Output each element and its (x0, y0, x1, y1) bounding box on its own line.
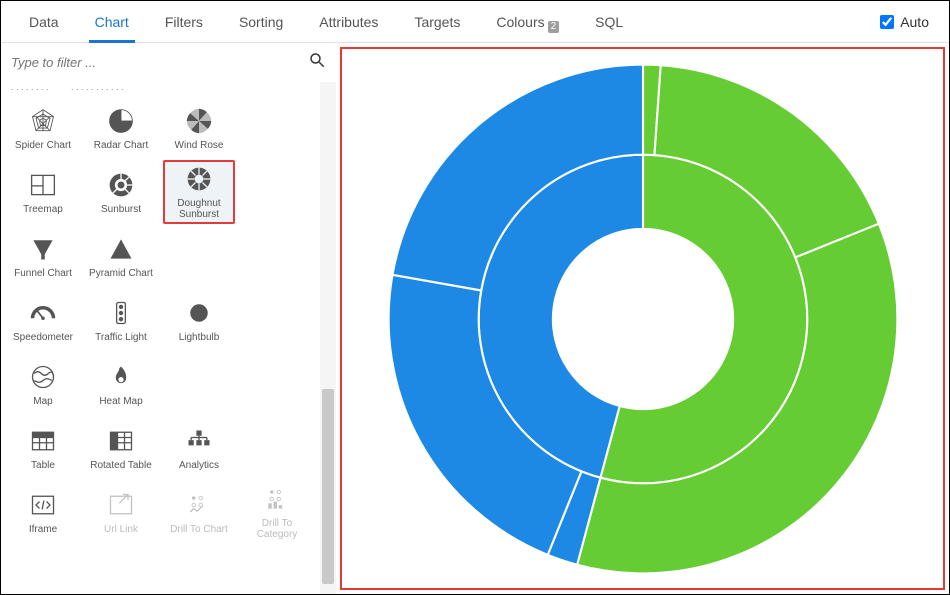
chart-type-analytics[interactable]: Analytics (163, 416, 235, 480)
radar-chart-icon (106, 106, 136, 136)
wind-rose-icon (184, 106, 214, 136)
map-icon (28, 362, 58, 392)
search-icon[interactable] (308, 51, 326, 74)
drill-to-category-icon (262, 484, 292, 514)
chart-type-table[interactable]: Table (7, 416, 79, 480)
tab-filters[interactable]: Filters (147, 1, 221, 42)
tab-label: Filters (165, 14, 203, 30)
chart-type-doughnut-sunburst[interactable]: DoughnutSunburst (163, 160, 235, 224)
chart-type-label: Iframe (29, 524, 57, 535)
tab-colours[interactable]: Colours 2 (478, 1, 577, 42)
tab-label: Sorting (239, 14, 283, 30)
chart-type-label: Funnel Chart (14, 268, 72, 279)
chart-type-label: Traffic Light (95, 332, 147, 343)
truncated-indicator: . . . . . . . . . . . . . . . . . . . (11, 82, 306, 92)
chart-preview-frame (340, 47, 945, 590)
scrollbar[interactable] (320, 82, 336, 594)
tab-label: Chart (95, 14, 129, 30)
chart-type-drill-to-category[interactable]: Drill ToCategory (241, 480, 313, 544)
chart-type-label: Map (33, 396, 52, 407)
tab-chart[interactable]: Chart (77, 1, 147, 42)
tab-label: Attributes (319, 14, 378, 30)
chart-type-label: Drill ToCategory (257, 518, 298, 540)
table-icon (28, 426, 58, 456)
tab-attributes[interactable]: Attributes (301, 1, 396, 42)
tab-label: Data (29, 14, 59, 30)
chart-type-label: Treemap (23, 204, 63, 215)
tab-sql[interactable]: SQL (577, 1, 641, 42)
chart-type-grid: . . . . . . . . . . . . . . . . . . . Sp… (1, 82, 336, 594)
tab-label: Colours (496, 14, 544, 30)
tab-label: SQL (595, 14, 623, 30)
chart-type-heat-map[interactable]: Heat Map (85, 352, 157, 416)
funnel-chart-icon (28, 234, 58, 264)
scrollbar-thumb[interactable] (322, 389, 334, 584)
chart-type-map[interactable]: Map (7, 352, 79, 416)
chart-type-sunburst[interactable]: Sunburst (85, 160, 157, 224)
chart-preview (336, 43, 949, 594)
heat-map-icon (106, 362, 136, 392)
chart-type-rotated-table[interactable]: Rotated Table (85, 416, 157, 480)
chart-type-label: Spider Chart (15, 140, 71, 151)
chart-type-iframe[interactable]: Iframe (7, 480, 79, 544)
lightbulb-icon (184, 298, 214, 328)
analytics-icon (184, 426, 214, 456)
filter-row (1, 43, 336, 82)
filter-input[interactable] (7, 49, 308, 76)
chart-type-label: Rotated Table (90, 460, 152, 471)
chart-type-label: Sunburst (101, 204, 141, 215)
doughnut-sunburst-chart (378, 54, 908, 584)
chart-type-label: Drill To Chart (170, 524, 228, 535)
chart-type-speedometer[interactable]: Speedometer (7, 288, 79, 352)
chart-type-funnel-chart[interactable]: Funnel Chart (7, 224, 79, 288)
rotated-table-icon (106, 426, 136, 456)
spider-chart-icon (28, 106, 58, 136)
chart-type-label: Pyramid Chart (89, 268, 153, 279)
chart-type-spider-chart[interactable]: Spider Chart (7, 96, 79, 160)
tab-sorting[interactable]: Sorting (221, 1, 301, 42)
auto-label: Auto (900, 14, 929, 30)
colours-badge: 2 (548, 21, 560, 33)
chart-type-drill-to-chart[interactable]: Drill To Chart (163, 480, 235, 544)
chart-type-radar-chart[interactable]: Radar Chart (85, 96, 157, 160)
traffic-light-icon (106, 298, 136, 328)
chart-type-lightbulb[interactable]: Lightbulb (163, 288, 235, 352)
chart-type-label: Table (31, 460, 55, 471)
chart-type-treemap[interactable]: Treemap (7, 160, 79, 224)
chart-type-wind-rose[interactable]: Wind Rose (163, 96, 235, 160)
tab-data[interactable]: Data (11, 1, 77, 42)
treemap-icon (28, 170, 58, 200)
chart-type-traffic-light[interactable]: Traffic Light (85, 288, 157, 352)
url-link-icon (106, 490, 136, 520)
tab-label: Targets (414, 14, 460, 30)
drill-to-chart-icon (184, 490, 214, 520)
chart-type-label: Wind Rose (175, 140, 224, 151)
auto-toggle[interactable]: Auto (880, 14, 939, 30)
auto-checkbox[interactable] (880, 15, 894, 29)
iframe-icon (28, 490, 58, 520)
chart-type-label: Analytics (179, 460, 219, 471)
tab-targets[interactable]: Targets (396, 1, 478, 42)
chart-type-pyramid-chart[interactable]: Pyramid Chart (85, 224, 157, 288)
chart-type-url-link[interactable]: Url Link (85, 480, 157, 544)
chart-type-sidebar: . . . . . . . . . . . . . . . . . . . Sp… (1, 43, 336, 594)
chart-type-label: Url Link (104, 524, 138, 535)
sunburst-icon (106, 170, 136, 200)
chart-type-label: Heat Map (99, 396, 142, 407)
chart-type-label: DoughnutSunburst (177, 198, 220, 220)
doughnut-sunburst-icon (184, 164, 214, 194)
chart-type-label: Lightbulb (179, 332, 220, 343)
pyramid-chart-icon (106, 234, 136, 264)
chart-type-label: Radar Chart (94, 140, 148, 151)
chart-type-label: Speedometer (13, 332, 73, 343)
tabbar: Data Chart Filters Sorting Attributes Ta… (1, 1, 949, 43)
speedometer-icon (28, 298, 58, 328)
